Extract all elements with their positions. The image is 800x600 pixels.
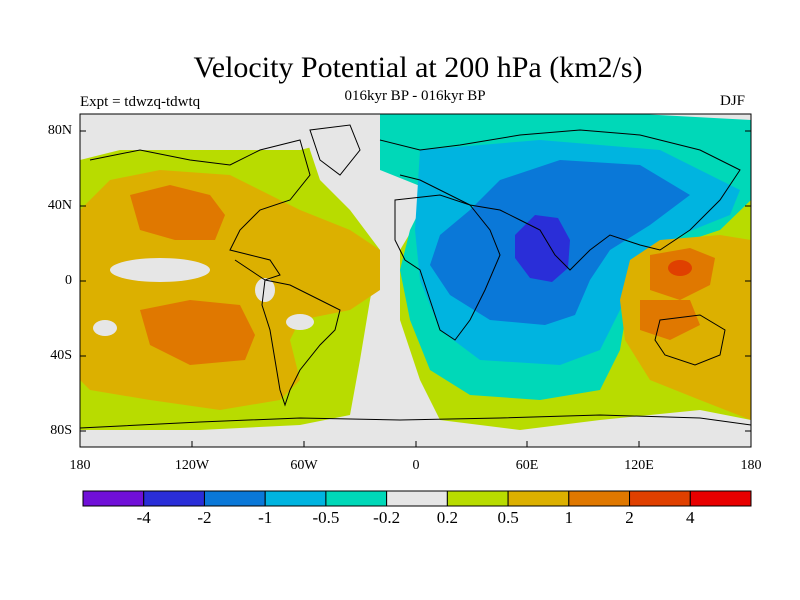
lat-label-40n: 40N [47,198,72,213]
lon-label-0: 0 [412,458,420,473]
colorbar-label-2: -1 [258,508,273,527]
lat-label-40s: 40S [50,348,72,363]
positive-region-south-pacific [140,300,255,365]
colorbar-box-10 [689,490,752,507]
south-america-coast [261,279,341,407]
colorbar-box-4 [325,490,388,507]
colorbar-label-7: 1 [564,508,574,527]
lon-label-60w: 60W [290,458,318,473]
season-label: DJF [720,93,746,109]
greenland-coast [309,124,361,176]
lat-label-80s: 80S [50,423,72,438]
map-title: Velocity Potential at 200 hPa (km2/s) [193,51,643,84]
positive-region-west-pacific-peak [668,260,692,276]
positive-region-maritime-continent [640,300,700,340]
colorbar-box-1 [143,490,205,507]
colorbar-label-5: 0.2 [436,508,458,527]
colorbar-label-9: 4 [686,508,695,527]
colorbar-label-6: 0.5 [497,508,519,527]
negative-region-deep-blue [515,215,570,282]
colorbar-box-0 [82,490,145,507]
lat-label-80n: 80N [47,123,72,138]
lon-label-120e: 120E [624,458,654,473]
lon-label-60e: 60E [515,458,539,473]
neutral-patch-1 [110,258,210,282]
lon-label-180w: 180 [69,458,91,473]
colorbar-label-3: -0.5 [312,508,340,527]
colorbar-box-9 [629,490,691,507]
africa-coast [394,194,501,341]
colorbar-label-4: -0.2 [373,508,401,527]
neutral-patch-3 [286,314,314,330]
colorbar-box-2 [203,490,266,507]
lon-label-180e: 180 [740,458,762,473]
colorbar-box-5 [386,490,448,507]
axis-ticks [80,130,751,447]
coastlines [80,124,751,429]
colorbar-box-7 [507,490,570,507]
lat-label-0: 0 [65,273,72,288]
positive-region-north-pacific [130,185,225,240]
experiment-label: Expt = tdwzq-tdwtq [80,94,201,110]
north-america-coast [89,139,311,281]
neutral-patch-2 [93,320,117,336]
colorbar-label-0: -4 [136,508,151,527]
neutral-patch-4 [255,278,275,302]
colorbar-label-1: -2 [197,508,212,527]
contour-field [80,114,751,447]
antarctica-coast [80,414,751,429]
colorbar-box-6 [446,490,509,507]
colorbar-label-8: 2 [625,508,634,527]
colorbar-box-8 [568,490,631,507]
australia-coast [654,314,726,366]
lon-label-120w: 120W [174,458,210,473]
colorbar [82,490,752,507]
eurasia-coast [379,129,741,271]
map-subtitle: 016kyr BP - 016kyr BP [344,88,486,104]
colorbar-box-3 [264,490,327,507]
